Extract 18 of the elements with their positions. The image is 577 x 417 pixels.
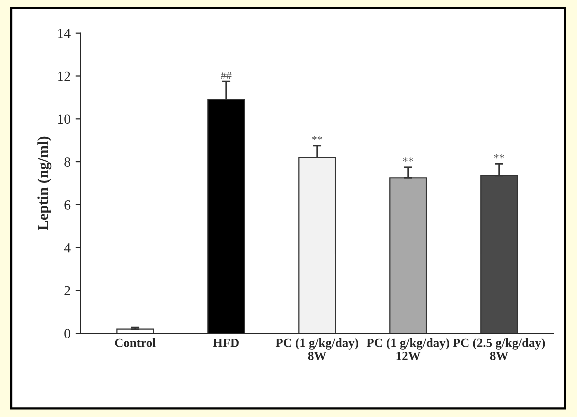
y-tick-label: 0: [64, 329, 71, 339]
y-tick-label: 12: [58, 72, 70, 82]
x-tick-label: Control: [115, 338, 156, 348]
y-tick-label: 4: [64, 243, 71, 253]
y-tick-label: 14: [58, 29, 71, 38]
y-tick-label: 6: [64, 200, 71, 210]
y-axis-title: Leptin (ng/ml): [38, 136, 52, 231]
y-tick-label: 10: [58, 114, 71, 124]
y-tick-label: 2: [64, 286, 70, 296]
x-tick-label: PC (1 g/kg/day) 8W: [276, 338, 358, 360]
x-tick-label: PC (1 g/kg/day) 12W: [366, 338, 450, 360]
x-tick-label: PC (2.5 g/kg/day) 8W: [453, 338, 546, 360]
annotation: ##: [221, 72, 232, 80]
y-tick-label: 8: [64, 158, 71, 167]
annotation: **: [494, 154, 504, 159]
x-tick-label: HFD: [213, 338, 239, 348]
annotation: **: [312, 136, 322, 140]
annotation: **: [403, 158, 414, 162]
